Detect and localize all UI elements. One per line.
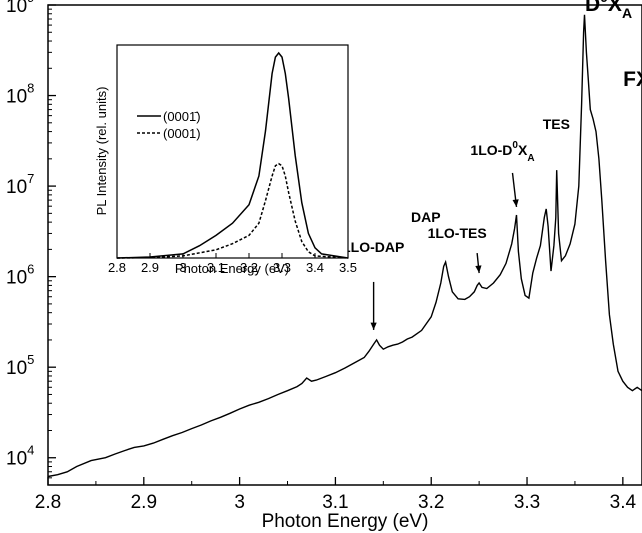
main-x-tick-label: 3.3 [514, 492, 540, 513]
main-x-tick-label: 3 [234, 492, 245, 513]
svg-text:1LO-DAP: 1LO-DAP [343, 239, 404, 255]
inset-legend: (0001̄) (0001) [137, 109, 201, 141]
main-x-axis-title: Photon Energy (eV) [262, 511, 429, 532]
svg-text:1LO-TES: 1LO-TES [428, 225, 487, 241]
inset-x-tick-label: 3.5 [339, 260, 357, 275]
annotation-label: TES [543, 116, 570, 132]
inset-x-tick-label: 2.8 [108, 260, 126, 275]
svg-text:1LO-D0XA: 1LO-D0XA [470, 140, 534, 164]
main-y-tick-label: 108 [6, 81, 34, 108]
annotation-label: FXA [623, 68, 642, 96]
main-x-ticks: 2.8 2.9 3 3.1 3.2 3.3 3.4 [35, 477, 637, 513]
main-x-tick-label: 2.8 [35, 492, 61, 513]
annotation-label: 1LO-D0XA [470, 140, 535, 208]
inset-plot-frame [116, 44, 349, 259]
main-x-tick-label: 2.9 [131, 492, 157, 513]
inset-x-tick-label: 3.3 [273, 260, 291, 275]
main-y-tick-label: 109 [6, 0, 34, 17]
inset-x-ticks: 2.8 2.9 3 3.1 3.2 3.3 3.4 3.5 [108, 253, 357, 275]
inset-x-axis-title: Photon Energy (eV) [175, 261, 289, 276]
main-y-ticks: 104 105 106 107 108 109 [6, 0, 56, 486]
annotation-label: 1LO-DAP [343, 239, 404, 330]
svg-text:FXA: FXA [623, 68, 642, 96]
main-y-tick-label: 104 [6, 443, 34, 470]
main-y-tick-label: 107 [6, 171, 34, 198]
legend-label-0001: (0001) [163, 126, 201, 141]
inset-x-tick-label: 3.2 [240, 260, 258, 275]
svg-text:D0XA: D0XA [585, 0, 632, 21]
inset-series-line-0001bar [116, 51, 349, 259]
main-y-tick-label: 105 [6, 352, 34, 379]
inset-y-axis-title: PL Intensity (rel. units) [94, 87, 109, 216]
main-spectrum-line [47, 14, 642, 478]
annotation-arrowhead [475, 265, 482, 274]
main-x-tick-label: 3.1 [322, 492, 348, 513]
main-y-tick-label: 106 [6, 262, 34, 289]
main-x-tick-label: 3.2 [418, 492, 444, 513]
legend-label-0001bar: (0001̄) [163, 109, 201, 124]
annotation-arrowhead [370, 322, 377, 330]
svg-text:DAP: DAP [411, 209, 441, 225]
annotation-arrowhead [512, 199, 519, 207]
main-x-tick-label: 3.4 [610, 492, 637, 513]
inset-x-tick-label: 3.4 [306, 260, 324, 275]
main-plot-frame [47, 4, 642, 486]
annotation-label: DAP [411, 209, 441, 225]
svg-text:TES: TES [543, 116, 570, 132]
inset-series-line-0001 [116, 162, 349, 259]
inset-x-tick-label: 2.9 [141, 260, 159, 275]
inset-x-tick-label: 3.1 [207, 260, 225, 275]
inset-x-tick-label: 3 [179, 260, 186, 275]
annotation-label: 1LO-TES [428, 225, 487, 274]
annotation-label: D0XA [585, 0, 632, 21]
